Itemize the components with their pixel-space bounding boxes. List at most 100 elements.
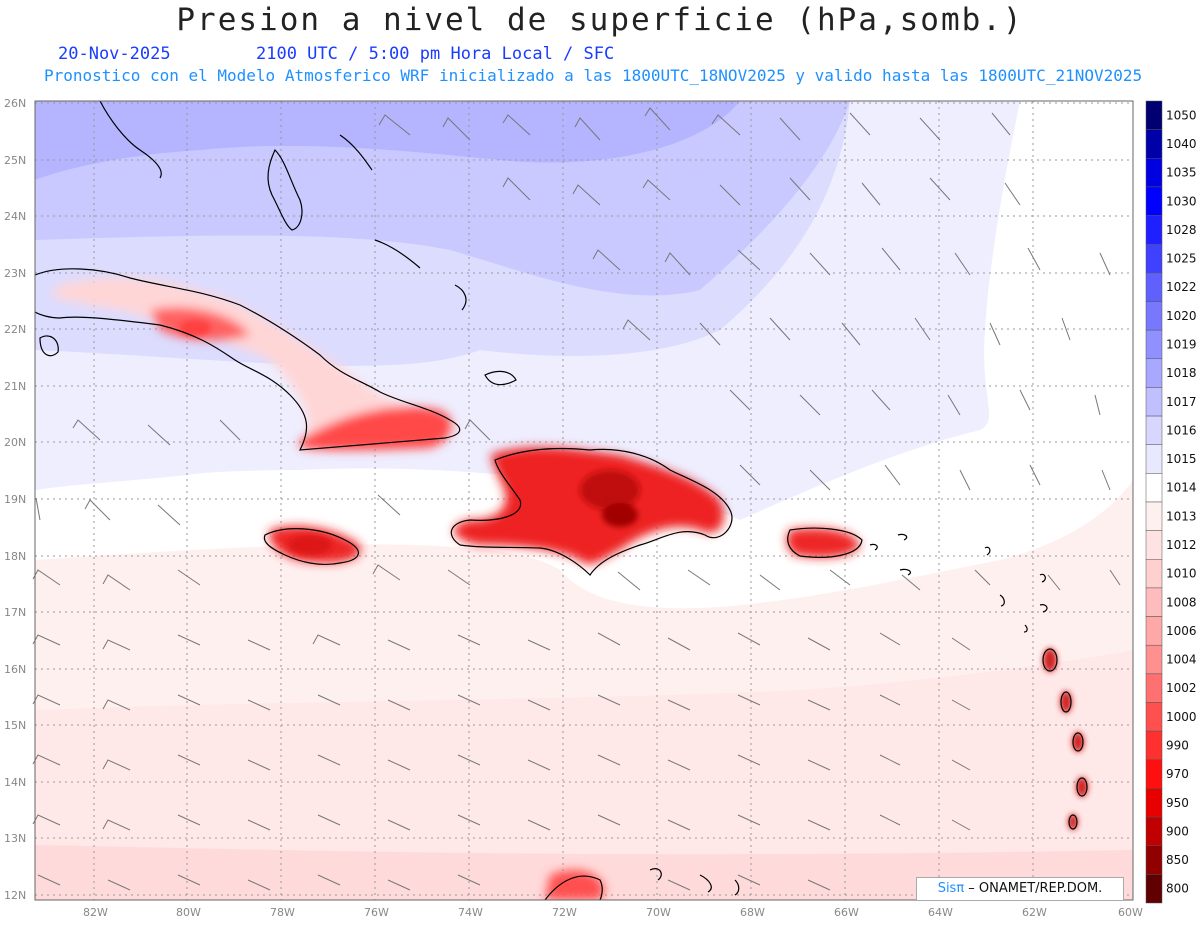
colorbar-label: 1000 xyxy=(1166,710,1197,724)
svg-text:18N: 18N xyxy=(4,550,26,563)
colorbar-swatch xyxy=(1145,301,1163,331)
lat-lon-grid xyxy=(35,101,1133,900)
latitude-labels: 26N 25N 24N 23N 22N 21N 20N 19N 18N 17N … xyxy=(4,97,26,902)
svg-text:80W: 80W xyxy=(176,906,201,919)
colorbar-swatch xyxy=(1145,272,1163,302)
colorbar-label: 1050 xyxy=(1166,108,1197,122)
colorbar-swatch xyxy=(1145,759,1163,789)
colorbar-label: 1025 xyxy=(1166,252,1197,266)
svg-text:62W: 62W xyxy=(1022,906,1047,919)
colorbar-label: 1030 xyxy=(1166,194,1197,208)
credit-box: Sisπ – ONAMET/REP.DOM. xyxy=(916,877,1124,901)
svg-text:68W: 68W xyxy=(740,906,765,919)
bahamas-a xyxy=(339,134,373,171)
svg-text:12N: 12N xyxy=(4,889,26,902)
hispaniola-coast xyxy=(450,447,733,576)
colorbar-swatch xyxy=(1145,186,1163,216)
colorbar-label: 850 xyxy=(1166,853,1189,867)
colorbar-label: 1002 xyxy=(1166,681,1197,695)
jamaica-coast xyxy=(263,528,359,566)
svg-text:22N: 22N xyxy=(4,323,26,336)
colorbar-swatch xyxy=(1145,788,1163,818)
colorbar-swatch xyxy=(1145,215,1163,245)
svg-text:82W: 82W xyxy=(83,906,108,919)
colorbar-label: 900 xyxy=(1166,824,1189,838)
dominica xyxy=(1060,691,1072,713)
guadeloupe xyxy=(1042,648,1058,672)
svg-text:72W: 72W xyxy=(552,906,577,919)
colombia-coast xyxy=(544,875,603,901)
svg-text:15N: 15N xyxy=(4,719,26,732)
svg-text:66W: 66W xyxy=(834,906,859,919)
svg-text:60W: 60W xyxy=(1118,906,1143,919)
svg-text:76W: 76W xyxy=(364,906,389,919)
cuba-coast xyxy=(34,268,461,451)
svg-text:25N: 25N xyxy=(4,154,26,167)
svg-text:26N: 26N xyxy=(4,97,26,110)
aruba-curacao xyxy=(649,868,740,896)
sispi-logo-text: Sisπ xyxy=(937,881,965,896)
colorbar-swatch xyxy=(1145,158,1163,188)
colorbar-swatch xyxy=(1145,501,1163,531)
colorbar-label: 1018 xyxy=(1166,366,1197,380)
colorbar-label: 1020 xyxy=(1166,309,1197,323)
isla-juventud xyxy=(39,335,59,357)
svg-text:19N: 19N xyxy=(4,493,26,506)
st-lucia xyxy=(1076,777,1088,797)
svg-text:14N: 14N xyxy=(4,776,26,789)
virgin-islands xyxy=(869,533,912,576)
colorbar-swatch xyxy=(1145,358,1163,388)
colorbar-label: 1035 xyxy=(1166,166,1197,180)
andros-coast xyxy=(267,148,303,231)
svg-text:17N: 17N xyxy=(4,606,26,619)
colorbar-label: 950 xyxy=(1166,796,1189,810)
colorbar-label: 1017 xyxy=(1166,395,1197,409)
land-shading xyxy=(50,277,1088,900)
colorbar-swatch xyxy=(1145,530,1163,560)
colorbar-swatch xyxy=(1145,473,1163,503)
colorbar-swatch xyxy=(1145,100,1163,130)
colorbar-label: 800 xyxy=(1166,882,1189,896)
bahamas-d xyxy=(484,370,517,386)
leeward-islands xyxy=(984,546,1048,633)
colorbar-swatch xyxy=(1145,845,1163,875)
colorbar-label: 1019 xyxy=(1166,337,1197,351)
colorbar-label: 1014 xyxy=(1166,481,1197,495)
colorbar-label: 1012 xyxy=(1166,538,1197,552)
svg-text:21N: 21N xyxy=(4,380,26,393)
model-info: Pronostico con el Modelo Atmosferico WRF… xyxy=(44,66,1143,85)
colorbar-swatch xyxy=(1145,702,1163,732)
colorbar-label: 1022 xyxy=(1166,280,1197,294)
colorbar-label: 970 xyxy=(1166,767,1189,781)
svg-text:20N: 20N xyxy=(4,436,26,449)
colorbar-swatch xyxy=(1145,816,1163,846)
svg-text:70W: 70W xyxy=(646,906,671,919)
colorbar-label: 1040 xyxy=(1166,137,1197,151)
svg-text:78W: 78W xyxy=(270,906,295,919)
colorbar-label: 1010 xyxy=(1166,567,1197,581)
colorbar-swatch xyxy=(1145,559,1163,589)
coastlines xyxy=(34,100,1088,901)
colorbar-label: 1004 xyxy=(1166,653,1197,667)
svg-text:16N: 16N xyxy=(4,663,26,676)
svg-text:23N: 23N xyxy=(4,267,26,280)
map-title: Presion a nivel de superficie (hPa,somb.… xyxy=(176,2,1024,38)
colorbar-swatch xyxy=(1145,587,1163,617)
colorbar-swatch xyxy=(1145,874,1163,904)
colorbar-label: 990 xyxy=(1166,738,1189,752)
svg-text:13N: 13N xyxy=(4,832,26,845)
svg-text:64W: 64W xyxy=(928,906,953,919)
colorbar-swatch xyxy=(1145,329,1163,360)
pressure-colorbar: 1050 1040 1035 1030 1028 1025 1022 1020 1019 1018… xyxy=(1145,100,1197,904)
st-vincent xyxy=(1068,814,1078,830)
puerto-rico-coast xyxy=(787,527,863,558)
map-frame xyxy=(34,100,1134,901)
florida-coast xyxy=(99,100,162,179)
martinique xyxy=(1072,732,1084,752)
colorbar-swatch xyxy=(1145,387,1163,417)
colorbar-swatch xyxy=(1145,415,1163,445)
wind-barbs xyxy=(32,107,1121,891)
colorbar-label: 1008 xyxy=(1166,595,1197,609)
colorbar-swatch xyxy=(1145,730,1163,761)
colorbar-label: 1028 xyxy=(1166,223,1197,237)
